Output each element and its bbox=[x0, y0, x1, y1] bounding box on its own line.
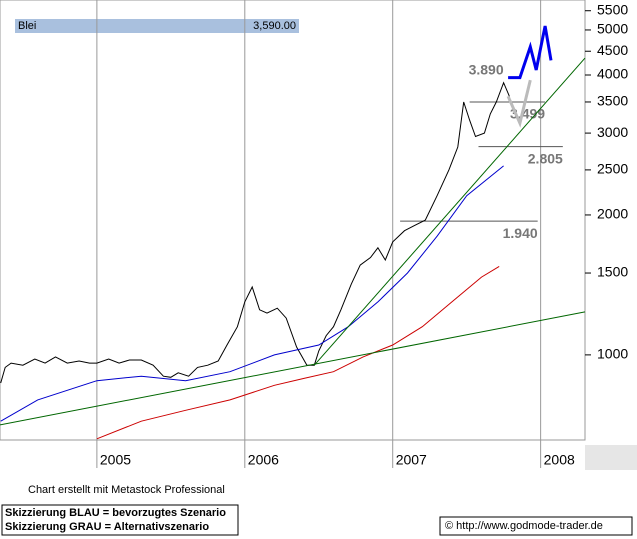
level-label: 1.940 bbox=[503, 225, 538, 241]
x-tick-label: 2006 bbox=[248, 452, 279, 468]
legend-box bbox=[1, 504, 239, 536]
legend-blue: Skizzierung BLAU = bevorzugtes Szenario bbox=[5, 507, 226, 519]
credit: Chart erstellt mit Metastock Professiona… bbox=[28, 484, 225, 496]
legend-gray: Skizzierung GRAU = Alternativszenario bbox=[5, 521, 209, 533]
instrument-name: Blei bbox=[18, 20, 36, 32]
y-tick-label: 3000 bbox=[597, 124, 628, 140]
y-tick-label: 4000 bbox=[597, 66, 628, 82]
x-tick-label: 2005 bbox=[100, 452, 131, 468]
y-tick-label: 2500 bbox=[597, 161, 628, 177]
header-box bbox=[15, 19, 299, 33]
y-tick-label: 2000 bbox=[597, 206, 628, 222]
plot: 1000 1500 2000 2500 3000 3500 4000 4500 5000 5500… bbox=[0, 0, 628, 468]
y-tick-label: 4500 bbox=[597, 42, 628, 58]
site: © http://www.godmode-trader.de bbox=[445, 520, 603, 532]
plot-area bbox=[0, 0, 586, 441]
series-line bbox=[96, 265, 500, 440]
series-line bbox=[0, 165, 504, 422]
series-line bbox=[0, 311, 586, 426]
corner-panel bbox=[585, 445, 637, 470]
series-line bbox=[313, 57, 586, 366]
y-tick-label: 1000 bbox=[597, 346, 628, 362]
level-label: 3.890 bbox=[469, 61, 504, 77]
y-tick-label: 1500 bbox=[597, 264, 628, 280]
x-tick-label: 2008 bbox=[544, 452, 575, 468]
series-line bbox=[508, 25, 553, 80]
series-line bbox=[506, 79, 532, 128]
y-tick-label: 5000 bbox=[597, 21, 628, 37]
y-tick-label: 3500 bbox=[597, 93, 628, 109]
site-box bbox=[439, 516, 633, 536]
y-tick-label: 5500 bbox=[597, 1, 628, 17]
last-value: 3,590.00 bbox=[253, 20, 296, 32]
x-tick-label: 2007 bbox=[396, 452, 427, 468]
level-label: 2.805 bbox=[528, 150, 563, 166]
series-line bbox=[0, 81, 511, 384]
